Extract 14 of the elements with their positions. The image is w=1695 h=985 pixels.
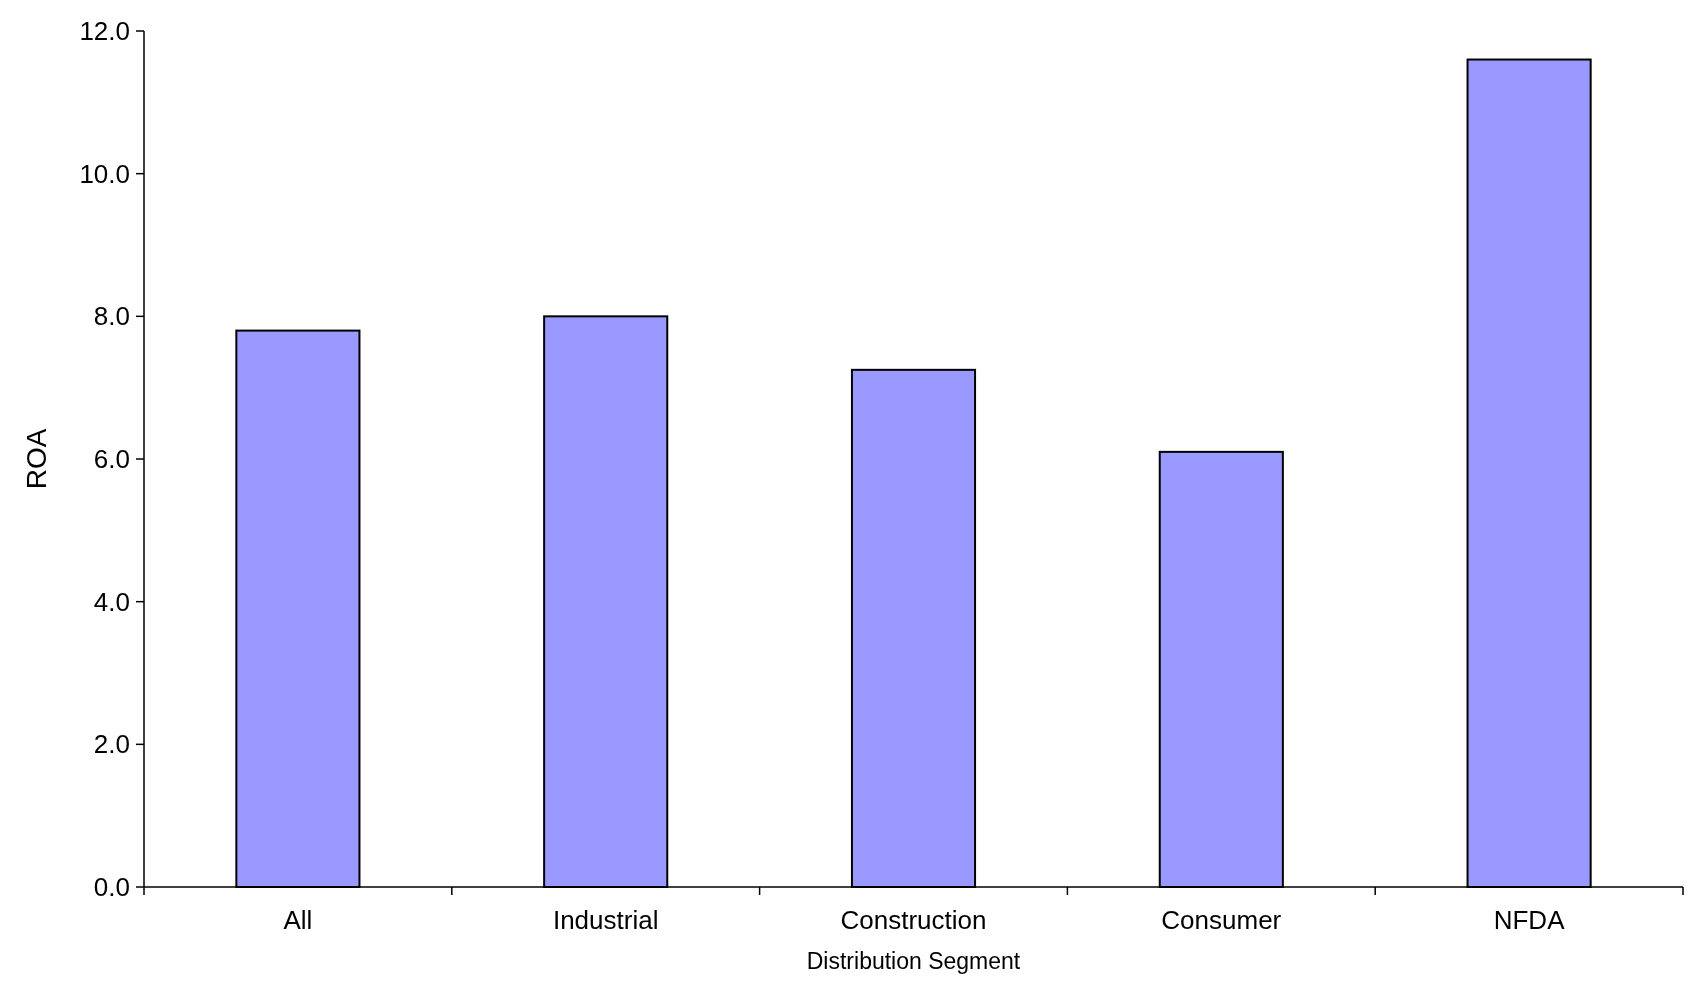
y-tick-label: 2.0 bbox=[93, 729, 130, 760]
y-tick-label: 6.0 bbox=[93, 444, 130, 475]
x-axis-title: Distribution Segment bbox=[806, 948, 1021, 974]
y-tick-label: 4.0 bbox=[93, 586, 130, 617]
y-tick-label: 12.0 bbox=[79, 16, 130, 47]
x-tick-label: NFDA bbox=[1493, 905, 1566, 935]
x-tick-label: Consumer bbox=[1161, 905, 1282, 935]
y-axis-title: ROA bbox=[21, 428, 52, 490]
y-tick-label: 8.0 bbox=[93, 301, 130, 332]
y-tick-label: 0.0 bbox=[93, 872, 130, 903]
x-tick-label: All bbox=[283, 905, 313, 935]
x-tick-label: Industrial bbox=[552, 905, 659, 935]
x-tick-label: Construction bbox=[840, 905, 987, 935]
y-tick-label: 10.0 bbox=[79, 158, 130, 189]
